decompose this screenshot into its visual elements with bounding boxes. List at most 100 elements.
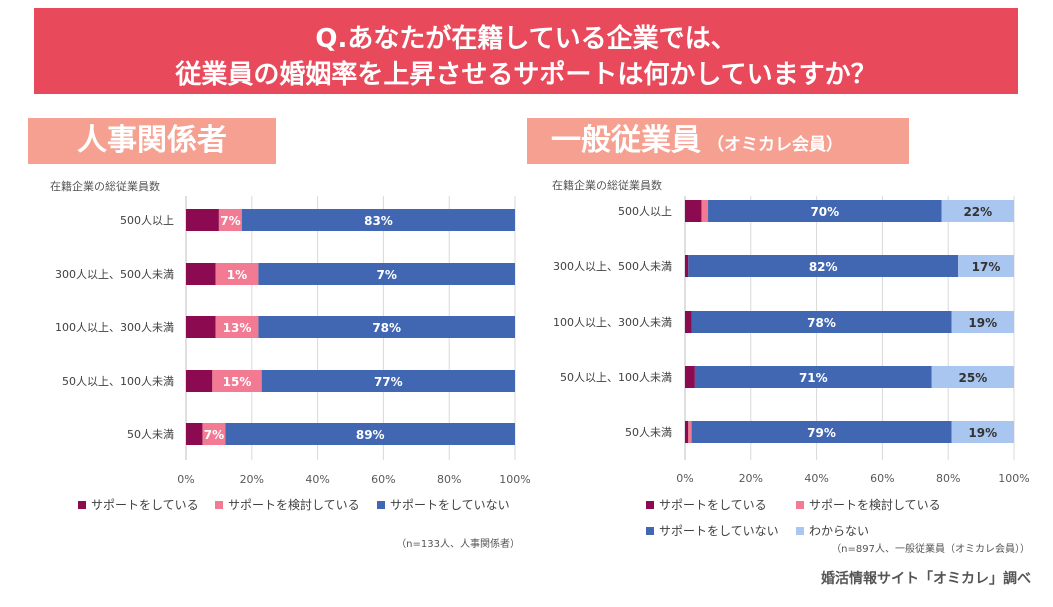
bar-segment	[258, 316, 515, 338]
x-tick-label: 100%	[499, 473, 530, 486]
bar-segment	[708, 200, 942, 222]
bar-segment	[691, 311, 952, 333]
x-tick-label: 80%	[936, 472, 960, 485]
x-tick-label: 40%	[804, 472, 828, 485]
legend-label: サポートを検討している	[228, 497, 360, 512]
x-tick-label: 80%	[437, 473, 461, 486]
bar-segment	[186, 263, 216, 285]
bar-segment	[685, 421, 689, 443]
sample-note: （n=897人、一般従業員（オミカレ会員））	[831, 542, 1030, 555]
bar-segment	[186, 370, 213, 392]
hr-panel-title: 人事関係者	[28, 118, 276, 164]
bar-segment	[218, 209, 242, 231]
axis-caption: 在籍企業の総従業員数	[552, 178, 662, 192]
question-line-1: Q.あなたが在籍している企業では、	[315, 24, 737, 54]
x-tick-label: 20%	[240, 473, 264, 486]
data-label: 78%	[807, 316, 836, 330]
data-label: 15%	[223, 375, 252, 389]
data-label: 7%	[377, 268, 397, 282]
bar-segment	[225, 423, 516, 445]
bar-segment	[685, 311, 692, 333]
category-label: 500人以上	[120, 214, 174, 227]
legend-swatch	[796, 527, 804, 535]
data-label: 25%	[959, 371, 988, 385]
legend-label: サポートをしている	[91, 498, 199, 512]
bar-segment	[688, 255, 959, 277]
data-label: 78%	[372, 321, 401, 335]
data-label: 82%	[809, 260, 838, 274]
employee-panel-title-text: 一般従業員	[551, 123, 701, 158]
sample-note: （n=133人、人事関係者）	[396, 537, 520, 550]
category-label: 100人以上、300人未満	[55, 321, 174, 334]
employee-panel-title: 一般従業員 （オミカレ会員）	[527, 118, 909, 164]
data-label: 19%	[968, 316, 997, 330]
category-label: 500人以上	[618, 205, 672, 218]
legend-swatch	[646, 501, 654, 509]
category-label: 100人以上、300人未満	[553, 316, 672, 329]
bar-segment	[694, 366, 932, 388]
hr-panel-title-text: 人事関係者	[77, 123, 227, 158]
bar-segment	[685, 200, 702, 222]
category-label: 50人未満	[127, 428, 174, 441]
data-label: 17%	[972, 260, 1001, 274]
bar-segment	[261, 370, 515, 392]
legend-label: わからない	[809, 524, 869, 538]
source-credit: 婚活情報サイト「オミカレ」調べ	[821, 571, 1031, 587]
bar-segment	[941, 200, 1014, 222]
bar-segment	[186, 423, 203, 445]
category-label: 50人以上、100人未満	[560, 371, 672, 384]
legend-label: サポートをしていない	[659, 524, 779, 538]
data-label: 1%	[227, 268, 247, 282]
bar-segment	[691, 421, 952, 443]
data-label: 89%	[356, 428, 385, 442]
category-label: 50人未満	[625, 426, 672, 439]
legend-swatch	[796, 501, 804, 509]
bar-segment	[931, 366, 1014, 388]
data-label: 13%	[223, 321, 252, 335]
bar-segment	[215, 263, 259, 285]
x-tick-label: 100%	[998, 472, 1029, 485]
bar-segment	[951, 421, 1014, 443]
bar-segment	[241, 209, 515, 231]
bar-segment	[685, 366, 695, 388]
legend-swatch	[377, 501, 385, 509]
category-label: 300人以上、500人未満	[55, 268, 174, 281]
bar-segment	[951, 311, 1014, 333]
data-label: 83%	[364, 214, 393, 228]
data-label: 71%	[799, 371, 828, 385]
legend-swatch	[215, 501, 223, 509]
bar-segment	[685, 255, 689, 277]
bar-segment	[212, 370, 262, 392]
legend-swatch	[78, 501, 86, 509]
bar-segment	[258, 263, 515, 285]
x-tick-label: 20%	[739, 472, 763, 485]
data-label: 7%	[220, 214, 240, 228]
data-label: 22%	[963, 205, 992, 219]
bar-segment	[215, 316, 259, 338]
bar-segment	[202, 423, 226, 445]
bar-segment	[688, 421, 692, 443]
bar-segment	[958, 255, 1014, 277]
category-label: 50人以上、100人未満	[62, 375, 174, 388]
bar-segment	[186, 316, 216, 338]
bar-segment	[186, 209, 219, 231]
axis-caption: 在籍企業の総従業員数	[50, 179, 160, 193]
question-banner: Q.あなたが在籍している企業では、 従業員の婚姻率を上昇させるサポートは何かして…	[34, 8, 1018, 94]
legend-label: サポートをしている	[659, 498, 767, 512]
x-tick-label: 60%	[371, 473, 395, 486]
data-label: 79%	[807, 426, 836, 440]
legend-label: サポートを検討している	[809, 497, 941, 512]
data-label: 7%	[204, 428, 224, 442]
x-tick-label: 0%	[676, 472, 693, 485]
bar-segment	[701, 200, 709, 222]
employee-panel-subtitle: （オミカレ会員）	[707, 135, 843, 155]
legend-label: サポートをしていない	[390, 498, 510, 512]
data-label: 77%	[374, 375, 403, 389]
legend-swatch	[646, 527, 654, 535]
question-line-2: 従業員の婚姻率を上昇させるサポートは何かしていますか？	[175, 60, 877, 90]
x-tick-label: 60%	[870, 472, 894, 485]
data-label: 70%	[810, 205, 839, 219]
x-tick-label: 0%	[177, 473, 194, 486]
category-label: 300人以上、500人未満	[553, 260, 672, 273]
